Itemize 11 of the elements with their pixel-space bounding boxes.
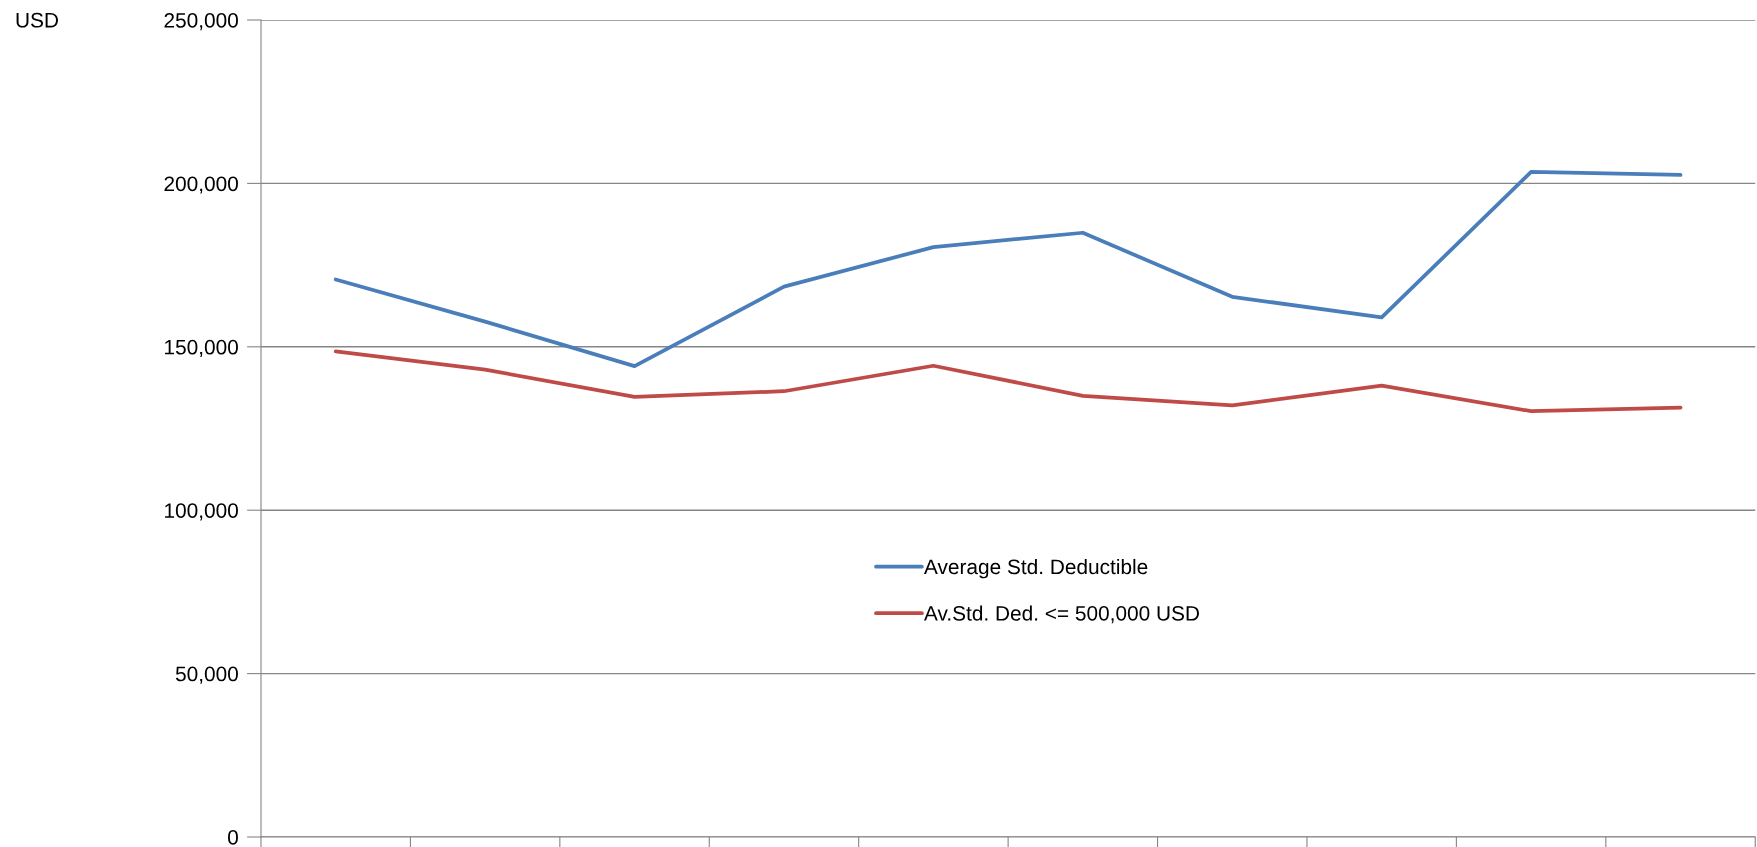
y-tick-label: 100,000 [165,503,238,521]
y-tick-label: 0 [228,830,238,845]
line-series [333,170,1683,368]
y-tick-label: 250,000 [164,13,238,31]
y-tick-label: 150,000 [165,339,238,358]
line-series [333,349,1683,414]
legend-label: Average Std. Deductible [923,558,1148,579]
y-tick-label: 200,000 [164,176,238,194]
legend-label: Av.Std. Ded. <= 500,000 USD [923,605,1199,624]
y-tick-label: 50,000 [175,666,238,684]
text: USD [16,12,58,28]
